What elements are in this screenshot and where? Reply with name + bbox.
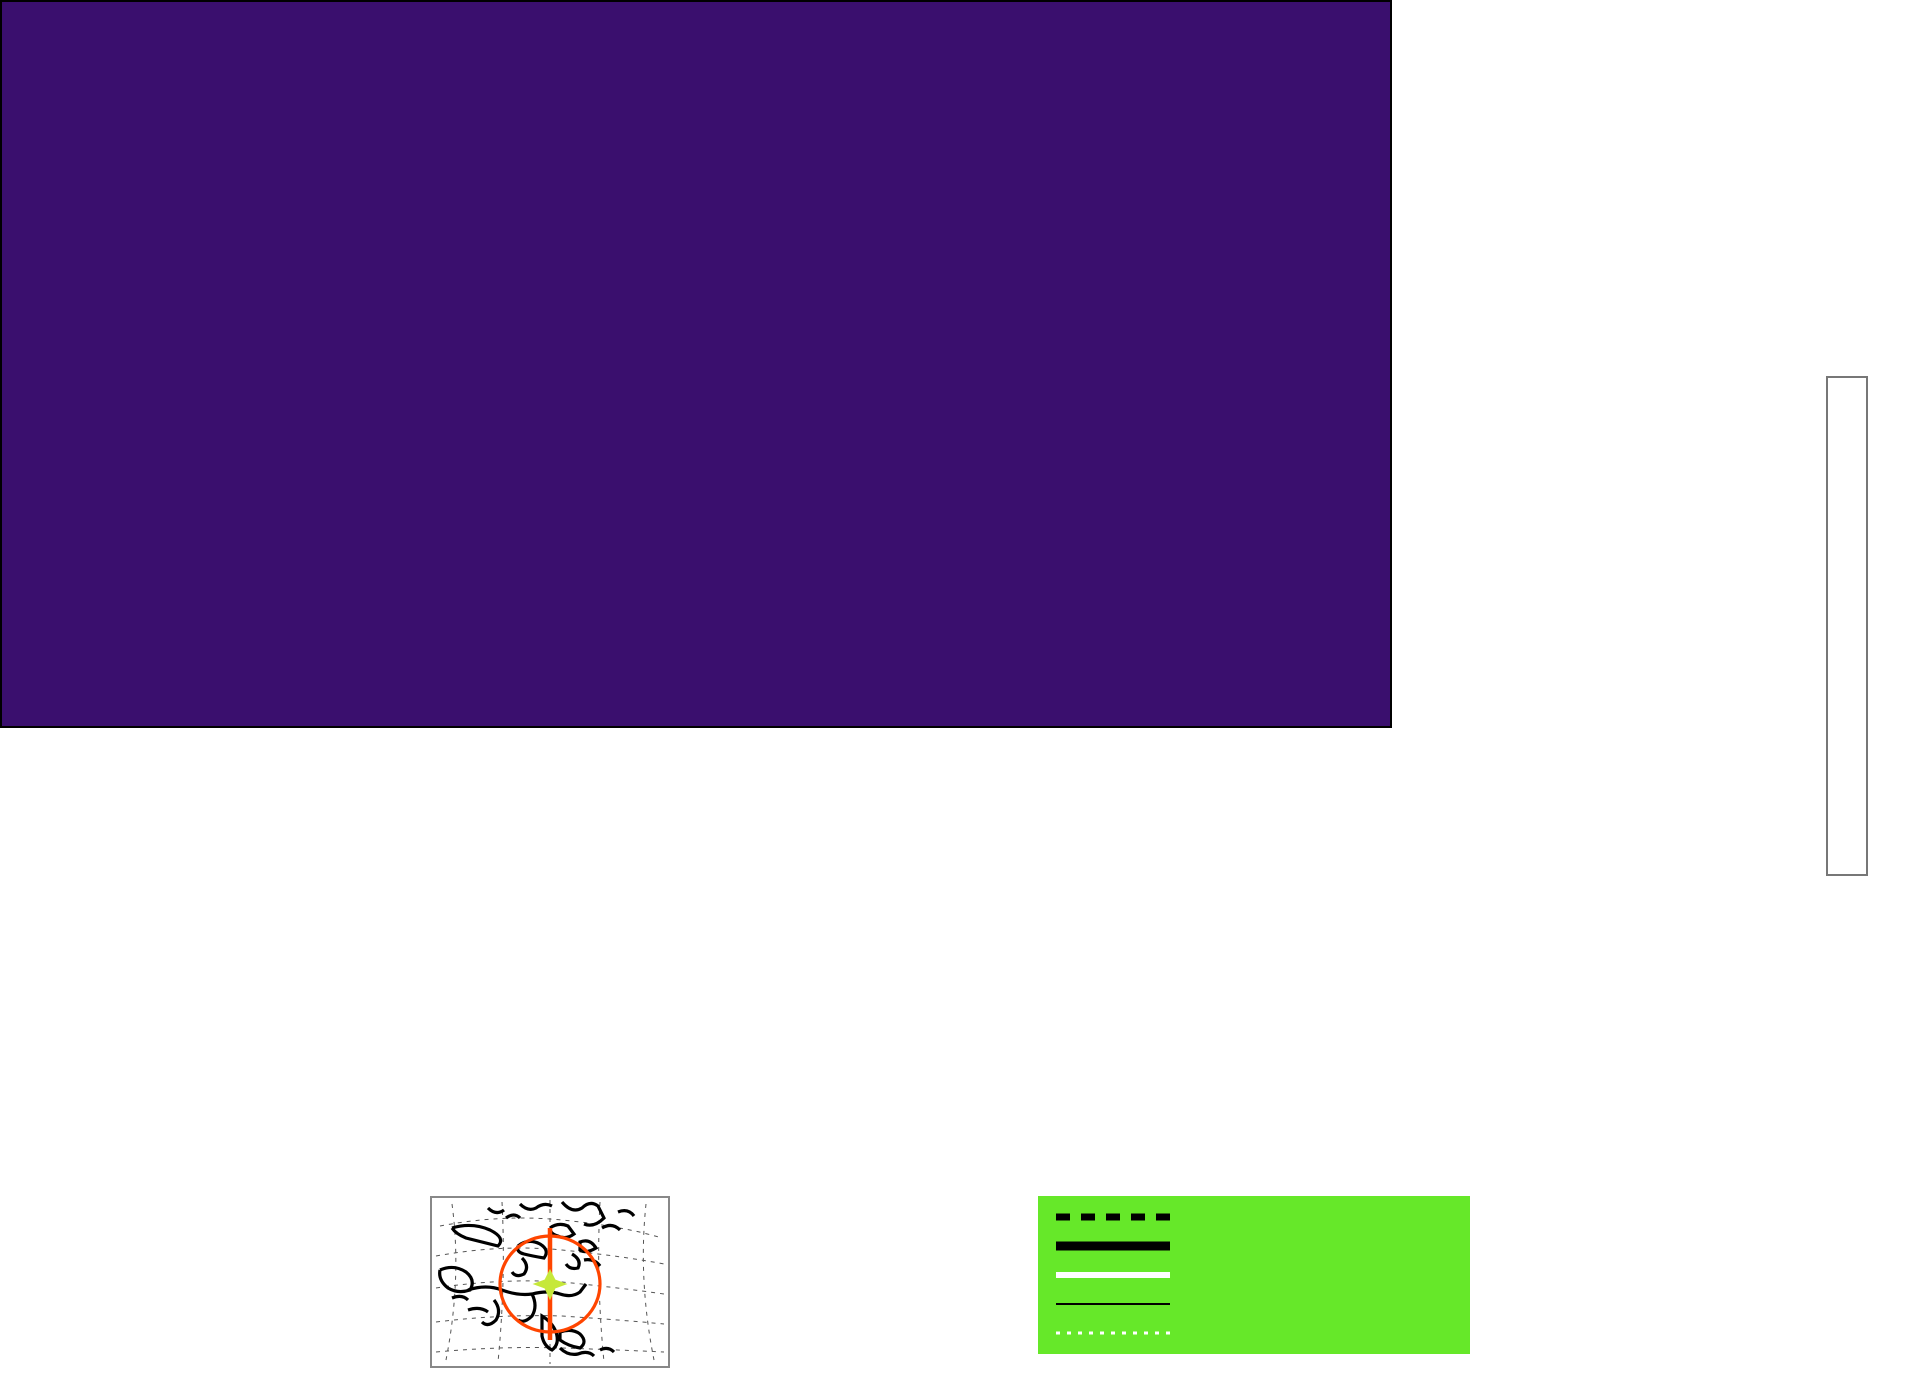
plot-legend [1038,1196,1470,1354]
star-marker [532,1268,568,1301]
legend-row [1038,1202,1470,1231]
thick-black-line-icon [1038,1240,1188,1252]
thin-black-line-icon [1038,1298,1188,1310]
legend-row [1038,1289,1470,1318]
contour-overlay-canvas [0,0,1392,728]
inset-map-svg [435,1200,665,1364]
colorbar [1826,376,1868,876]
cross-section-plot[interactable] [0,0,1392,728]
legend-row [1038,1231,1470,1260]
coastlines [438,1200,636,1358]
inset-location-map[interactable] [430,1196,670,1368]
white-line-icon [1038,1269,1188,1281]
legend-row [1038,1318,1470,1347]
legend-row [1038,1260,1470,1289]
white-dotted-line-icon [1038,1327,1188,1339]
dashed-black-line-icon [1038,1211,1188,1223]
